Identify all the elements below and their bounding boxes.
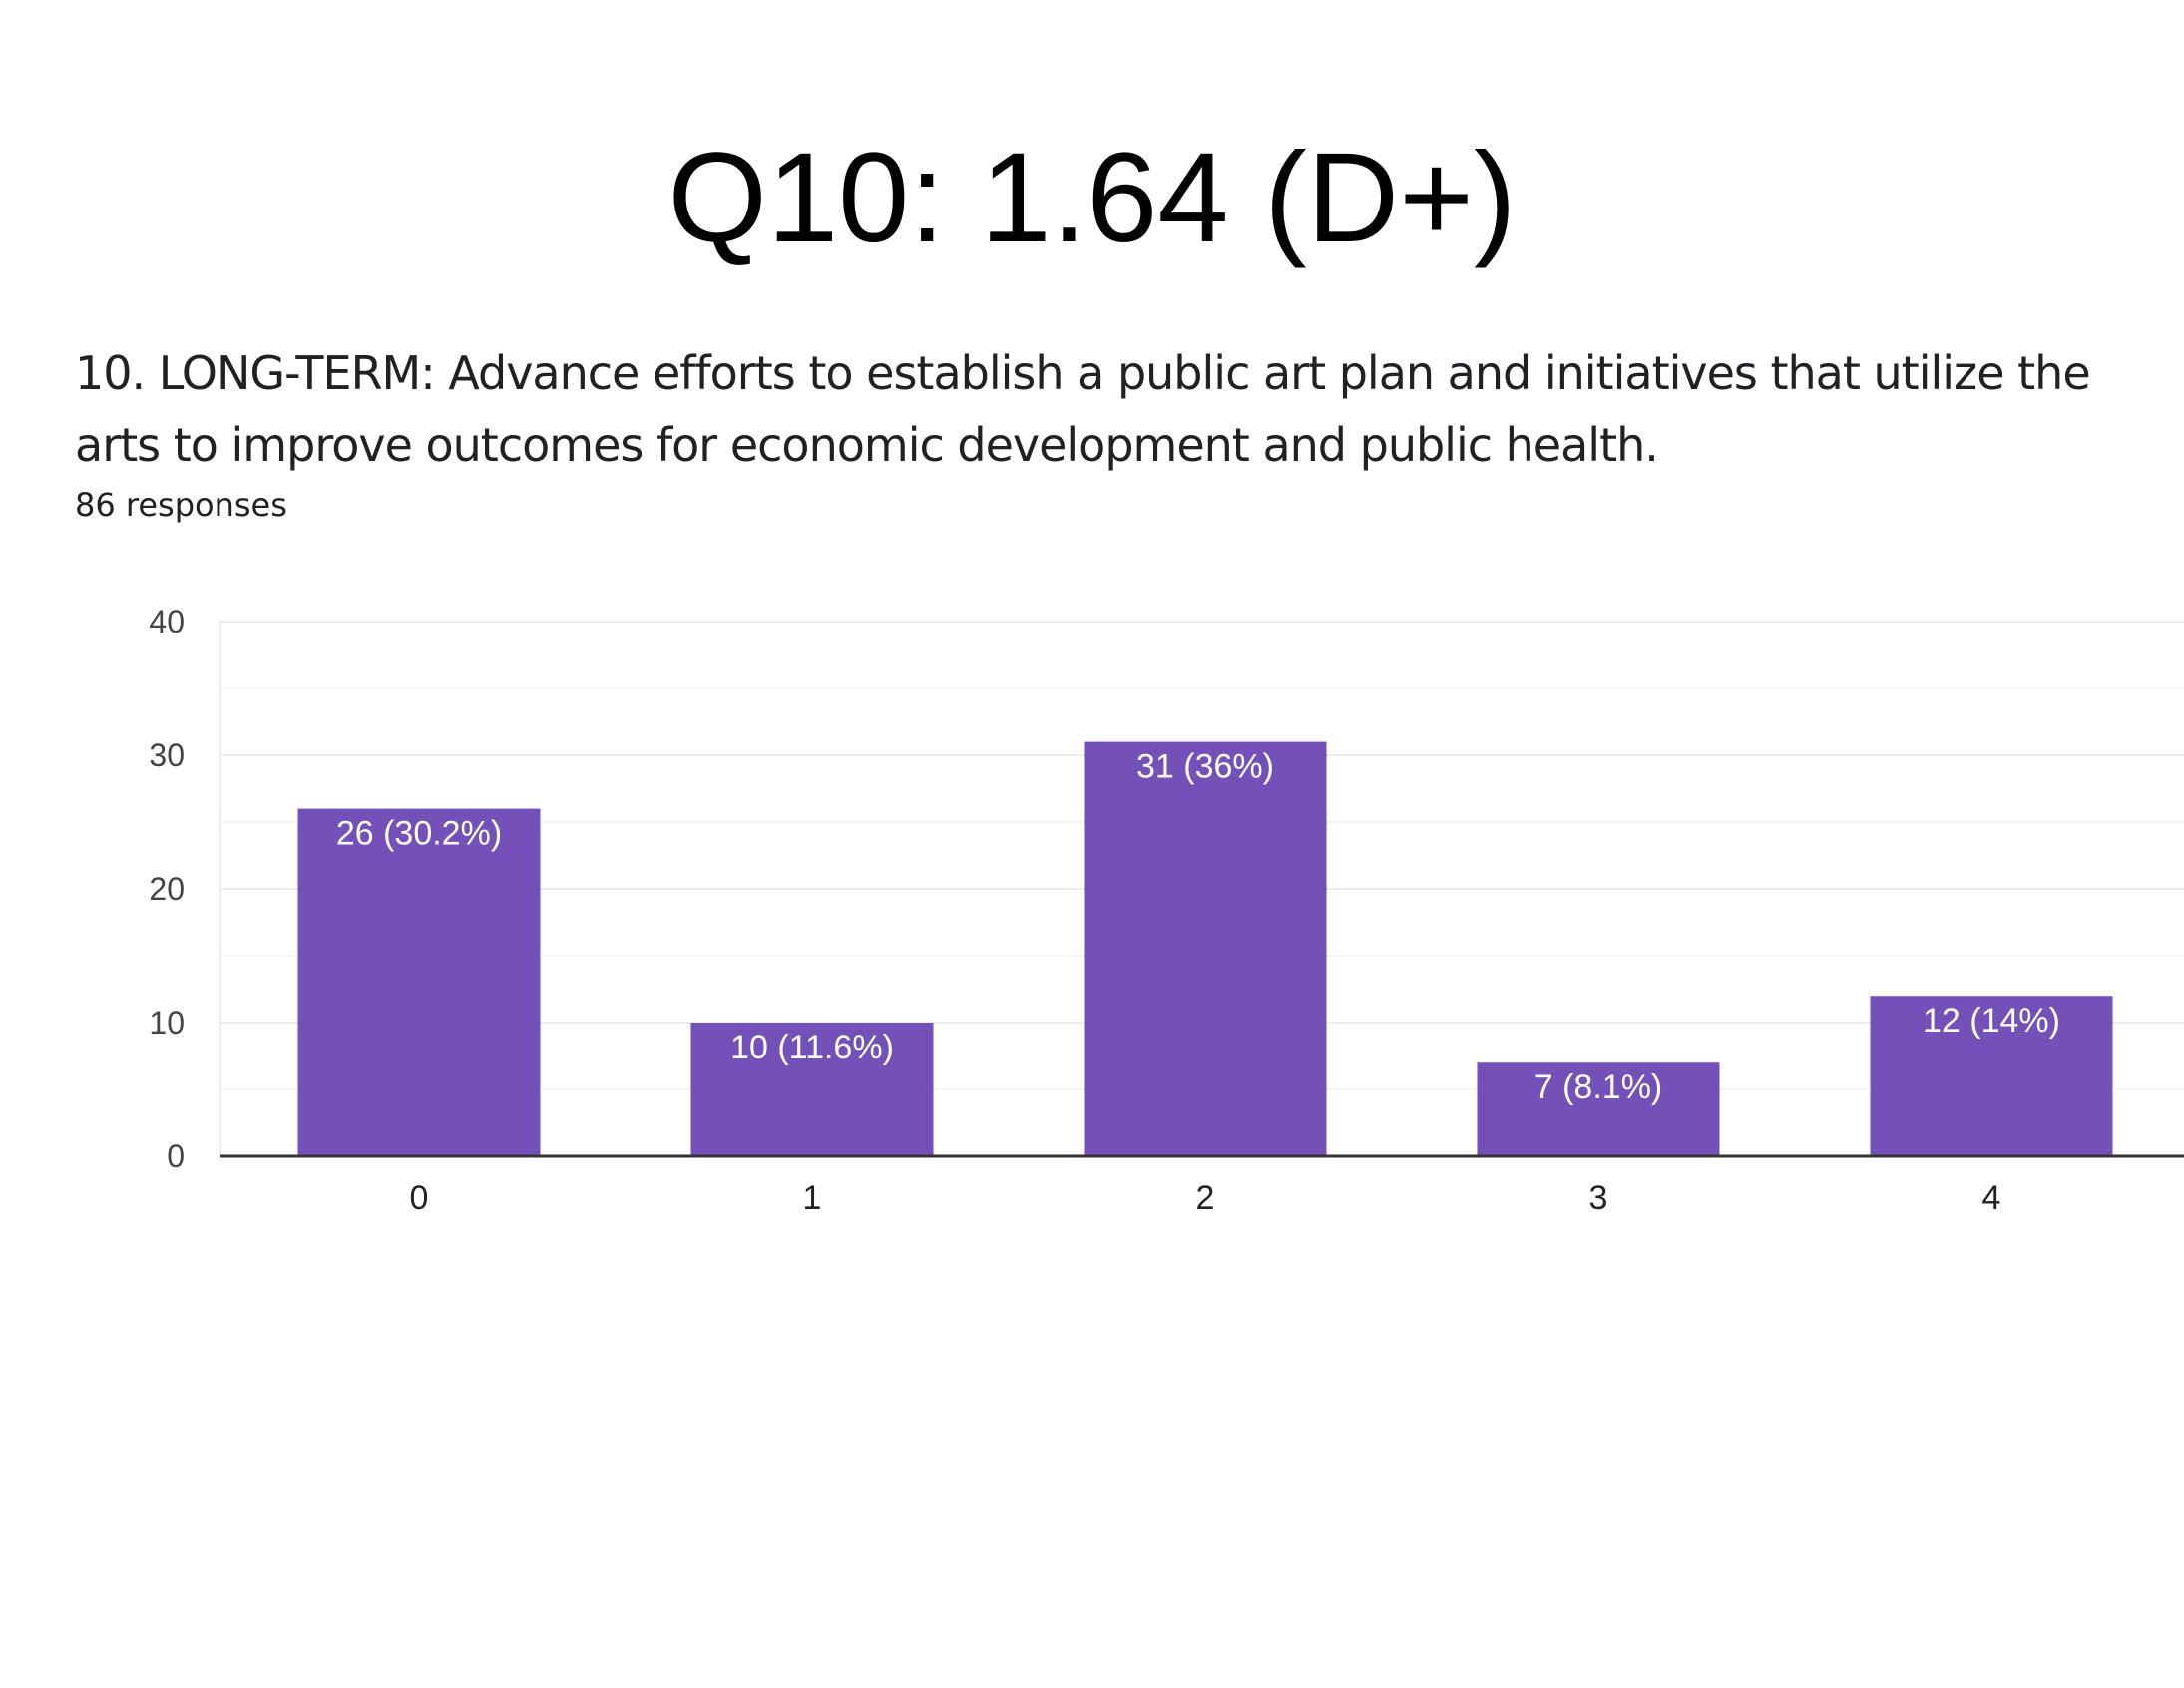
x-tick-label: 1 <box>803 1179 822 1217</box>
bar-data-label: 12 (14%) <box>1923 1002 2060 1040</box>
x-tick-label: 0 <box>410 1179 429 1217</box>
y-tick-label: 40 <box>149 604 185 639</box>
bar-data-label: 31 (36%) <box>1136 748 1274 786</box>
bar <box>1084 741 1327 1156</box>
response-count: 86 responses <box>75 486 287 524</box>
y-tick-label: 10 <box>149 1005 185 1041</box>
bar <box>1477 1062 1720 1156</box>
x-tick-label: 2 <box>1196 1179 1215 1217</box>
x-tick-label: 4 <box>1982 1179 2001 1217</box>
bar <box>1870 996 2113 1156</box>
y-tick-label: 20 <box>149 871 185 907</box>
bar-data-label: 7 (8.1%) <box>1534 1068 1663 1106</box>
y-tick-label: 0 <box>167 1138 185 1174</box>
bar-data-label: 10 (11.6%) <box>730 1029 894 1066</box>
x-tick-label: 3 <box>1589 1179 1608 1217</box>
bar-data-label: 26 (30.2%) <box>336 815 502 853</box>
bar <box>690 1023 934 1156</box>
question-text: 10. LONG-TERM: Advance efforts to establ… <box>75 346 2091 472</box>
y-tick-label: 30 <box>149 737 185 773</box>
bar <box>297 808 541 1156</box>
page-title: Q10: 1.64 (D+) <box>667 127 1517 269</box>
